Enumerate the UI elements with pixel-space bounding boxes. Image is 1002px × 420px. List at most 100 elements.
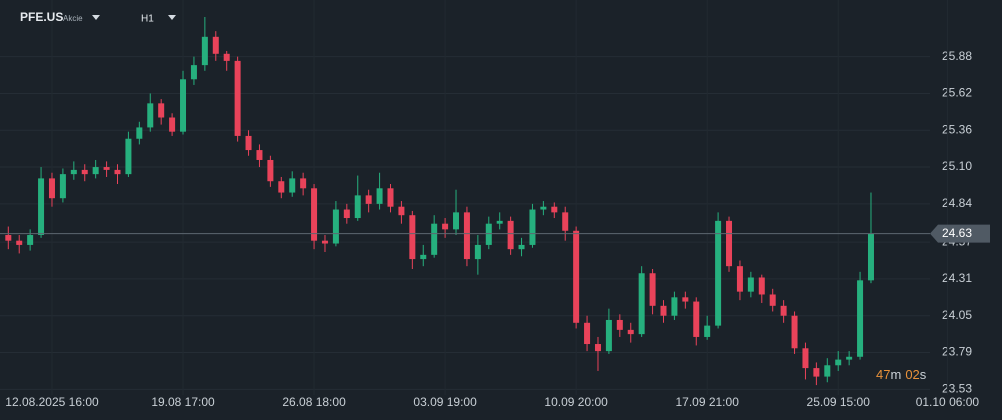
candle-body	[518, 244, 525, 250]
candle-body	[769, 294, 776, 306]
last-price-tag	[930, 224, 990, 243]
candle-body	[791, 315, 798, 349]
candle-body	[584, 322, 591, 345]
candle-body	[354, 195, 361, 219]
candle-body	[485, 223, 492, 245]
candle-body	[704, 325, 711, 337]
candle-body	[256, 150, 263, 160]
candle-body	[562, 212, 569, 231]
countdown-minutes: 47	[876, 367, 890, 382]
candle-body	[70, 169, 77, 175]
y-tick-label: 25.88	[942, 49, 972, 63]
symbol[interactable]: PFE.US	[20, 10, 63, 24]
y-tick-label: 25.62	[942, 86, 972, 100]
countdown-seconds-unit: s	[920, 367, 927, 382]
grid: 25.8825.6225.3625.1024.8424.5724.3124.05…	[0, 48, 980, 410]
x-tick-label: 19.08 17:00	[151, 395, 215, 409]
candle-body	[594, 344, 601, 352]
candle-body	[158, 103, 165, 118]
candle-body	[573, 230, 580, 323]
symbol-dropdown[interactable]	[92, 15, 100, 20]
x-tick-label: 03.09 19:00	[413, 395, 477, 409]
candle-body	[726, 220, 733, 267]
candle-body	[442, 223, 449, 230]
candle-body	[16, 240, 23, 245]
candle-body	[682, 297, 689, 302]
candle-body	[27, 235, 34, 245]
candle-body	[332, 209, 339, 244]
candle-body	[245, 135, 252, 151]
candle-body	[398, 206, 405, 216]
candle-body	[114, 169, 121, 175]
candle-body	[147, 103, 154, 128]
candle-body	[201, 36, 208, 66]
candle-body	[616, 319, 623, 330]
candle-body	[693, 301, 700, 337]
candle-body	[638, 273, 645, 335]
candle-body	[496, 220, 503, 224]
candle-body	[736, 266, 743, 292]
last-price-label: 24.63	[942, 226, 972, 240]
asset-class: Akcie	[63, 14, 83, 23]
candle-body	[311, 188, 318, 241]
countdown: 47m 02s	[876, 367, 927, 382]
candle-body	[48, 178, 55, 199]
candle-body	[846, 356, 853, 360]
candle-body	[507, 220, 514, 250]
candle-body	[802, 348, 809, 369]
candle-body	[387, 188, 394, 207]
countdown-minutes-unit: m	[890, 367, 901, 382]
candle-body	[278, 181, 285, 193]
candle-body	[813, 368, 820, 377]
y-tick-label: 24.05	[942, 308, 972, 322]
countdown-seconds: 02	[905, 367, 919, 382]
candle-body	[59, 174, 66, 199]
candle-body	[376, 188, 383, 204]
candle-body	[715, 220, 722, 326]
candle-body	[453, 212, 460, 230]
candle-body	[420, 254, 427, 260]
candle-body	[125, 138, 132, 175]
x-tick-label: 17.09 21:00	[675, 395, 739, 409]
timeframe[interactable]: H1	[141, 14, 154, 25]
candle-body	[234, 60, 241, 136]
candle-body	[169, 117, 176, 132]
candle-body	[267, 159, 274, 182]
x-tick-label: 10.09 20:00	[544, 395, 608, 409]
timeframe-dropdown[interactable]	[168, 15, 176, 20]
candle-body	[321, 240, 328, 244]
x-tick-label: 26.08 18:00	[282, 395, 346, 409]
candle-body	[463, 212, 470, 260]
candle-body	[223, 53, 230, 61]
candle-body	[190, 65, 197, 80]
y-tick-label: 25.36	[942, 122, 972, 136]
candle-body	[671, 297, 678, 316]
x-tick-label: 12.08.2025 16:00	[5, 395, 99, 409]
candle-body	[103, 167, 110, 170]
candle-body	[212, 36, 219, 54]
candle-body	[780, 305, 787, 316]
y-tick-label: 24.84	[942, 196, 972, 210]
y-tick-label: 23.53	[942, 382, 972, 396]
candle-body	[81, 169, 88, 175]
candles	[5, 16, 874, 386]
x-tick-label: 01.10 06:00	[916, 395, 980, 409]
candle-body	[857, 280, 864, 357]
candle-body	[758, 277, 765, 295]
candle-body	[431, 223, 438, 255]
candle-body	[551, 206, 558, 213]
candle-body	[649, 273, 656, 306]
overlay: 24.63	[0, 224, 990, 243]
candle-body	[540, 206, 547, 210]
y-tick-label: 25.10	[942, 159, 972, 173]
candle-body	[835, 359, 842, 366]
candle-body	[824, 365, 831, 377]
x-tick-label: 25.09 15:00	[807, 395, 871, 409]
candle-body	[605, 319, 612, 352]
candle-body	[38, 178, 45, 236]
y-tick-label: 23.79	[942, 345, 972, 359]
candle-body	[529, 209, 536, 245]
